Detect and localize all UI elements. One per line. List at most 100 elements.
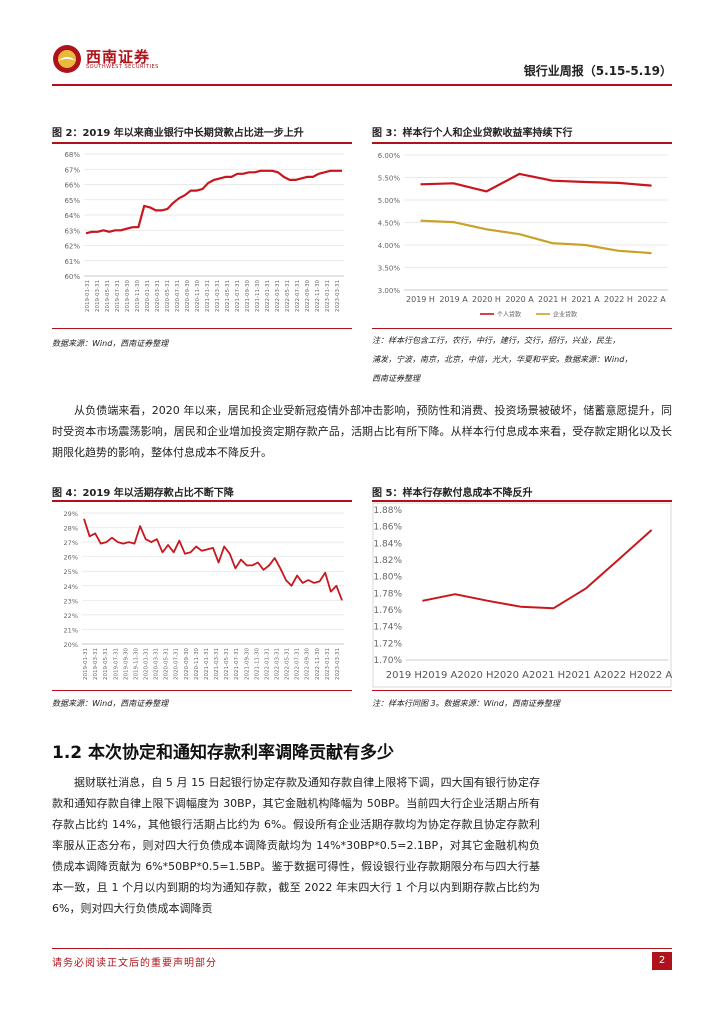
x-tick-label: 2023-03-31 xyxy=(335,648,341,680)
x-tick-label: 2022-11-30 xyxy=(315,280,321,312)
x-category-label: 2020 H xyxy=(472,295,501,304)
y-tick-label: 68% xyxy=(64,151,80,159)
y-tick-label: 1.70% xyxy=(373,656,402,666)
legend-label: 个人贷款 xyxy=(497,311,521,319)
page-number: 2 xyxy=(652,952,672,970)
x-tick-label: 2022-05-31 xyxy=(285,648,291,680)
figure-4-top-rule xyxy=(52,500,352,502)
x-tick-label: 2021-11-30 xyxy=(254,648,260,680)
figure-5-source: 注：样本行同图 3。数据来源：Wind，西南证券整理 xyxy=(372,699,560,708)
x-tick-label: 2019-01-31 xyxy=(85,280,91,312)
x-tick-label: 2021-07-31 xyxy=(235,280,241,312)
y-tick-label: 1.72% xyxy=(373,639,402,649)
x-tick-label: 2023-03-31 xyxy=(335,280,341,312)
y-tick-label: 1.78% xyxy=(373,589,402,599)
logo-subtitle: SOUTHWEST SECURITIES xyxy=(86,64,159,70)
x-tick-label: 2021-09-30 xyxy=(245,280,251,312)
y-tick-label: 21% xyxy=(64,626,78,634)
figure-4-title: 图 4：2019 年以活期存款占比不断下降 xyxy=(52,488,234,499)
figure-5-chart: 1.88% 1.86% 1.84% 1.82% 1.80% 1.78% 1.76% 1.74%… xyxy=(372,502,672,688)
figure-3-note-line-3: 西南证券整理 xyxy=(372,374,420,383)
figure-2-source: 数据来源：Wind，西南证券整理 xyxy=(52,339,169,348)
series-line-个人贷款 xyxy=(420,172,652,193)
y-tick-label: 5.50% xyxy=(378,175,401,183)
x-tick-label: 2019-03-31 xyxy=(95,280,101,312)
y-tick-label: 25% xyxy=(64,568,78,576)
x-tick-label: 2019-11-30 xyxy=(135,280,141,312)
y-tick-label: 61% xyxy=(64,258,80,266)
y-tick-label: 3.50% xyxy=(378,265,401,273)
report-title: 银行业周报（5.15-5.19） xyxy=(523,64,672,78)
y-tick-label: 23% xyxy=(64,597,78,605)
section-title: 1.2 本次协定和通知存款利率调降贡献有多少 xyxy=(52,743,395,763)
paragraph-liability-side: 从负债端来看，2020 年以来，居民和企业受新冠疫情外部冲击影响，预防性和消费、… xyxy=(52,404,672,459)
figure-4-source: 数据来源：Wind，西南证券整理 xyxy=(52,699,169,708)
x-tick-label: 2022-03-31 xyxy=(275,648,281,680)
x-tick-label: 2019-09-30 xyxy=(125,280,131,312)
header-divider xyxy=(52,84,672,86)
y-tick-label: 5.00% xyxy=(378,197,401,205)
y-tick-label: 67% xyxy=(64,166,80,174)
figure-4-bottom-rule xyxy=(52,690,352,691)
x-category-label: 2020 A xyxy=(505,295,534,304)
y-tick-label: 60% xyxy=(64,273,80,281)
y-tick-label: 4.00% xyxy=(378,242,401,250)
x-tick-label: 2022-01-31 xyxy=(264,648,270,680)
figure-3-top-rule xyxy=(372,142,672,144)
figure-2-title: 图 2：2019 年以来商业银行中长期贷款占比进一步上升 xyxy=(52,128,304,139)
x-tick-label: 2021-07-31 xyxy=(234,648,240,680)
x-tick-label: 2020-11-30 xyxy=(195,280,201,312)
x-tick-label: 2019-07-31 xyxy=(113,648,119,680)
y-tick-label: 1.82% xyxy=(373,556,402,566)
footer-disclaimer: 请务必阅读正文后的重要声明部分 xyxy=(52,958,217,969)
y-tick-label: 4.50% xyxy=(378,220,401,228)
page-header: 西南证券 SOUTHWEST SECURITIES 银行业周报（5.15-5.1… xyxy=(52,44,672,84)
y-tick-label: 6.00% xyxy=(378,152,401,160)
x-tick-label: 2019-05-31 xyxy=(105,280,111,312)
x-tick-label: 2021-09-30 xyxy=(244,648,250,680)
x-tick-label: 2019-01-31 xyxy=(83,648,89,680)
x-tick-label: 2022-05-31 xyxy=(285,280,291,312)
x-category-label: 2019 A xyxy=(439,295,468,304)
figure-5-bottom-rule xyxy=(372,690,672,691)
x-category-label: 2021 H xyxy=(538,295,567,304)
x-tick-label: 2022-01-31 xyxy=(265,280,271,312)
x-tick-label: 2020-01-31 xyxy=(144,648,150,680)
x-tick-label: 2021-11-30 xyxy=(255,280,261,312)
y-tick-label: 62% xyxy=(64,243,80,251)
figure-3-note-line-1: 注：样本行包含工行，农行，中行，建行，交行，招行，兴业，民生， xyxy=(372,336,620,345)
y-tick-label: 1.74% xyxy=(373,623,402,633)
figure-2-chart: 68% 67% 66% 65% 64% 63% 62% 61% 60% 2019-01-31 201… xyxy=(64,151,344,312)
x-tick-label: 2022-09-30 xyxy=(305,648,311,680)
x-category-label: 2022 A xyxy=(637,295,666,304)
y-tick-label: 1.80% xyxy=(373,573,402,583)
legend-label: 企业贷款 xyxy=(553,311,577,319)
x-tick-label: 2020-03-31 xyxy=(155,280,161,312)
y-tick-label: 63% xyxy=(64,227,80,235)
x-category-label: 2022 H xyxy=(604,295,633,304)
x-tick-label: 2020-05-31 xyxy=(164,648,170,680)
y-tick-label: 29% xyxy=(64,510,78,518)
y-tick-label: 28% xyxy=(64,525,78,533)
x-tick-label: 2022-07-31 xyxy=(295,280,301,312)
y-tick-label: 1.88% xyxy=(373,506,402,516)
figure-5-top-rule xyxy=(372,500,672,502)
x-tick-label: 2021-01-31 xyxy=(204,648,210,680)
x-category-label: 2019 H xyxy=(406,295,435,304)
x-tick-label: 2019-11-30 xyxy=(133,648,139,680)
y-tick-label: 22% xyxy=(64,612,78,620)
x-tick-label: 2019-03-31 xyxy=(93,648,99,680)
y-tick-label: 1.84% xyxy=(373,539,402,549)
footer-divider xyxy=(52,948,672,949)
figure-5-title: 图 5：样本行存款付息成本不降反升 xyxy=(372,488,533,499)
paragraph-rate-cut-contribution: 据财联社消息，自 5 月 15 日起银行协定存款及通知存款自律上限将下调，四大国… xyxy=(52,776,540,915)
y-tick-label: 27% xyxy=(64,539,78,547)
logo-text: 西南证券 xyxy=(86,48,151,66)
x-tick-label: 2021-05-31 xyxy=(225,280,231,312)
figure-2-bottom-rule xyxy=(52,328,352,329)
x-tick-label: 2020-05-31 xyxy=(165,280,171,312)
y-tick-label: 66% xyxy=(64,182,80,190)
y-tick-label: 26% xyxy=(64,554,78,562)
figure-2-top-rule xyxy=(52,142,352,144)
x-tick-label: 2020-01-31 xyxy=(145,280,151,312)
